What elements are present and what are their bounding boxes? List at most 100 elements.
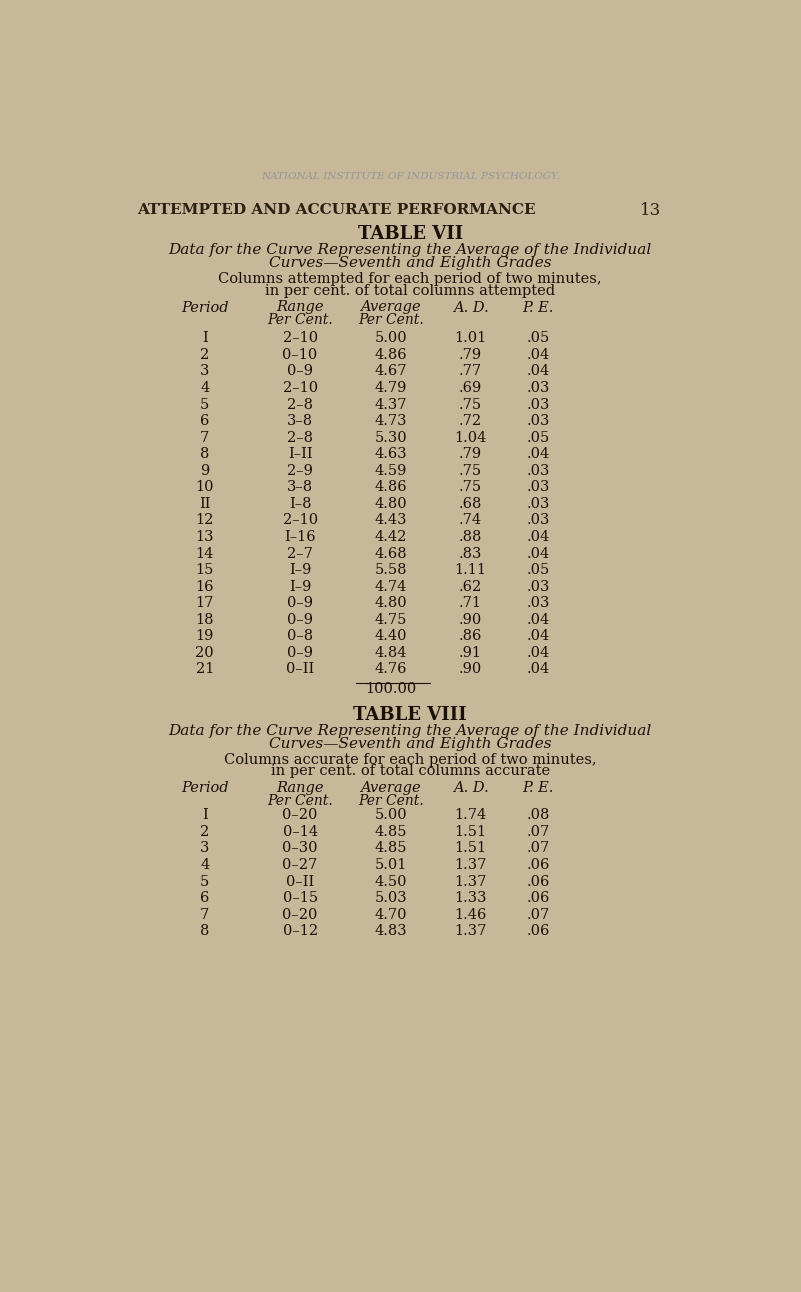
- Text: 2–10: 2–10: [283, 331, 318, 345]
- Text: 0–10: 0–10: [283, 348, 318, 362]
- Text: .83: .83: [459, 547, 482, 561]
- Text: .06: .06: [526, 924, 549, 938]
- Text: 17: 17: [195, 596, 214, 610]
- Text: 0–27: 0–27: [283, 858, 318, 872]
- Text: 4.50: 4.50: [375, 875, 407, 889]
- Text: 4: 4: [200, 858, 209, 872]
- Text: .05: .05: [526, 430, 549, 444]
- Text: .88: .88: [459, 530, 482, 544]
- Text: 12: 12: [195, 513, 214, 527]
- Text: 5.58: 5.58: [375, 563, 407, 578]
- Text: .06: .06: [526, 858, 549, 872]
- Text: P. E.: P. E.: [522, 782, 553, 796]
- Text: Per Cent.: Per Cent.: [268, 313, 333, 327]
- Text: Curves—Seventh and Eighth Grades: Curves—Seventh and Eighth Grades: [269, 256, 551, 270]
- Text: 2–10: 2–10: [283, 381, 318, 395]
- Text: .90: .90: [459, 663, 482, 677]
- Text: 2: 2: [200, 824, 209, 839]
- Text: 1.74: 1.74: [454, 809, 487, 822]
- Text: A. D.: A. D.: [453, 782, 489, 796]
- Text: .06: .06: [526, 875, 549, 889]
- Text: 1.01: 1.01: [454, 331, 487, 345]
- Text: .04: .04: [526, 530, 549, 544]
- Text: 1.51: 1.51: [454, 841, 487, 855]
- Text: 9: 9: [200, 464, 209, 478]
- Text: I: I: [202, 809, 207, 822]
- Text: 4.42: 4.42: [375, 530, 407, 544]
- Text: .79: .79: [459, 348, 482, 362]
- Text: 4.85: 4.85: [375, 824, 407, 839]
- Text: 0–9: 0–9: [287, 612, 313, 627]
- Text: .04: .04: [526, 629, 549, 643]
- Text: 5.00: 5.00: [374, 809, 407, 822]
- Text: 1.37: 1.37: [454, 924, 487, 938]
- Text: 3: 3: [200, 364, 209, 379]
- Text: .03: .03: [526, 464, 549, 478]
- Text: .69: .69: [459, 381, 482, 395]
- Text: I–9: I–9: [289, 580, 312, 593]
- Text: 5.01: 5.01: [375, 858, 407, 872]
- Text: I–16: I–16: [284, 530, 316, 544]
- Text: 0–20: 0–20: [283, 908, 318, 921]
- Text: .03: .03: [526, 381, 549, 395]
- Text: 1.37: 1.37: [454, 875, 487, 889]
- Text: .08: .08: [526, 809, 549, 822]
- Text: ATTEMPTED AND ACCURATE PERFORMANCE: ATTEMPTED AND ACCURATE PERFORMANCE: [137, 203, 536, 217]
- Text: .04: .04: [526, 663, 549, 677]
- Text: 3–8: 3–8: [287, 413, 313, 428]
- Text: .06: .06: [526, 891, 549, 906]
- Text: 15: 15: [195, 563, 214, 578]
- Text: 4.74: 4.74: [375, 580, 407, 593]
- Text: 100.00: 100.00: [365, 682, 417, 696]
- Text: .03: .03: [526, 580, 549, 593]
- Text: .77: .77: [459, 364, 482, 379]
- Text: 0–12: 0–12: [283, 924, 318, 938]
- Text: 0–8: 0–8: [287, 629, 313, 643]
- Text: in per cent. of total columns accurate: in per cent. of total columns accurate: [271, 765, 549, 778]
- Text: 2–8: 2–8: [287, 398, 313, 412]
- Text: 1.04: 1.04: [454, 430, 487, 444]
- Text: 2–10: 2–10: [283, 513, 318, 527]
- Text: 4.76: 4.76: [375, 663, 407, 677]
- Text: 4.67: 4.67: [375, 364, 407, 379]
- Text: 20: 20: [195, 646, 214, 660]
- Text: 4.80: 4.80: [374, 497, 407, 510]
- Text: 13: 13: [640, 202, 661, 218]
- Text: Data for the Curve Representing the Average of the Individual: Data for the Curve Representing the Aver…: [168, 724, 652, 738]
- Text: .75: .75: [459, 481, 482, 495]
- Text: 1.51: 1.51: [454, 824, 487, 839]
- Text: .68: .68: [459, 497, 482, 510]
- Text: 4.75: 4.75: [375, 612, 407, 627]
- Text: .75: .75: [459, 464, 482, 478]
- Text: 5: 5: [200, 398, 209, 412]
- Text: 16: 16: [195, 580, 214, 593]
- Text: 4.59: 4.59: [375, 464, 407, 478]
- Text: 4.86: 4.86: [374, 481, 407, 495]
- Text: 6: 6: [200, 891, 209, 906]
- Text: 4.85: 4.85: [375, 841, 407, 855]
- Text: 4.70: 4.70: [375, 908, 407, 921]
- Text: .07: .07: [526, 841, 549, 855]
- Text: 21: 21: [195, 663, 214, 677]
- Text: 8: 8: [200, 924, 209, 938]
- Text: 19: 19: [195, 629, 214, 643]
- Text: 1.11: 1.11: [455, 563, 486, 578]
- Text: 0–20: 0–20: [283, 809, 318, 822]
- Text: .04: .04: [526, 646, 549, 660]
- Text: .03: .03: [526, 481, 549, 495]
- Text: 0–30: 0–30: [282, 841, 318, 855]
- Text: 4.80: 4.80: [374, 596, 407, 610]
- Text: 3: 3: [200, 841, 209, 855]
- Text: Columns attempted for each period of two minutes,: Columns attempted for each period of two…: [219, 273, 602, 286]
- Text: 4.86: 4.86: [374, 348, 407, 362]
- Text: .91: .91: [459, 646, 482, 660]
- Text: 5.30: 5.30: [374, 430, 407, 444]
- Text: 1.37: 1.37: [454, 858, 487, 872]
- Text: NATIONAL INSTITUTE OF INDUSTRIAL PSYCHOLOGY.: NATIONAL INSTITUTE OF INDUSTRIAL PSYCHOL…: [261, 172, 559, 181]
- Text: 4.84: 4.84: [375, 646, 407, 660]
- Text: 2–8: 2–8: [287, 430, 313, 444]
- Text: 13: 13: [195, 530, 214, 544]
- Text: Per Cent.: Per Cent.: [268, 793, 333, 808]
- Text: 4.43: 4.43: [375, 513, 407, 527]
- Text: Range: Range: [276, 782, 324, 796]
